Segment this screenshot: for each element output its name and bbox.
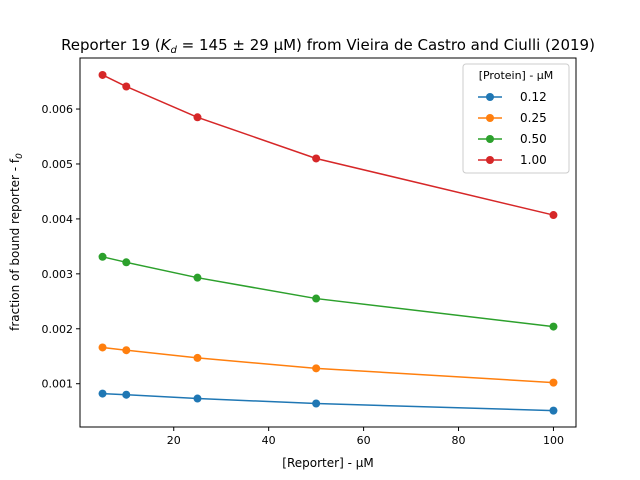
series-layer [98,70,558,415]
data-point-0.12 [312,399,321,408]
x-tick-label: 20 [167,434,181,447]
data-point-1.00 [312,154,321,163]
legend-marker-0.25 [486,114,494,122]
data-point-0.12 [122,390,131,399]
legend-label-0.25: 0.25 [520,111,547,125]
data-point-0.25 [312,364,321,373]
y-tick-label: 0.002 [42,323,74,336]
y-tick-label: 0.005 [42,158,74,171]
data-point-0.12 [549,406,558,415]
legend-label-1.00: 1.00 [520,153,547,167]
data-point-0.50 [122,258,131,267]
data-point-0.25 [98,343,107,352]
data-point-1.00 [549,211,558,220]
chart-title: Reporter 19 (Kd = 145 ± 29 μM) from Viei… [61,36,595,56]
data-point-0.50 [98,252,107,261]
data-point-1.00 [98,70,107,79]
y-tick-label: 0.006 [42,103,74,116]
legend-box [462,63,570,174]
data-point-0.25 [193,353,202,362]
legend: [Protein] - μM 0.12 0.25 0.50 1.00 [462,63,570,174]
legend-marker-0.12 [486,93,494,101]
x-tick-label: 60 [357,434,371,447]
data-point-1.00 [193,113,202,122]
x-tick-label: 40 [262,434,276,447]
plot-area [79,57,577,428]
legend-marker-0.50 [486,135,494,143]
x-axis-label: [Reporter] - μM [282,456,373,470]
y-tick-label: 0.001 [42,378,74,391]
legend-marker-1.00 [486,156,494,164]
data-point-0.50 [193,273,202,282]
data-point-0.50 [312,294,321,303]
data-point-0.25 [122,346,131,355]
y-tick-label: 0.003 [42,268,74,281]
x-axis: 20 40 60 80 100 [167,427,564,447]
data-point-1.00 [122,82,131,91]
legend-label-0.12: 0.12 [520,90,547,104]
data-point-0.12 [193,394,202,403]
y-tick-label: 0.004 [42,213,74,226]
data-point-0.50 [549,322,558,331]
data-point-0.25 [549,378,558,387]
axes-frame [79,57,577,428]
x-tick-label: 80 [452,434,466,447]
x-tick-label: 100 [543,434,564,447]
data-point-0.12 [98,389,107,398]
y-axis-label: fraction of bound reporter - f0 [8,153,25,331]
legend-title: [Protein] - μM [479,69,554,82]
legend-label-0.50: 0.50 [520,132,547,146]
legend-items: 0.12 0.25 0.50 1.00 [478,90,547,167]
y-axis: 0.001 0.002 0.003 0.004 0.005 0.006 [42,103,80,391]
